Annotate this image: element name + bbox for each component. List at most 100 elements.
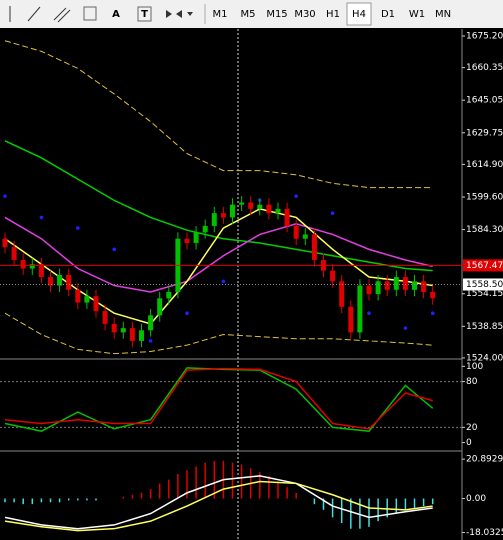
channel-tool[interactable] bbox=[53, 7, 71, 23]
candle-body bbox=[348, 306, 354, 333]
sar-dot bbox=[367, 311, 371, 316]
y-tick-label: 1524.00 bbox=[466, 353, 503, 363]
indicator-line bbox=[4, 475, 433, 530]
candle-body bbox=[275, 208, 281, 214]
candle-body bbox=[139, 330, 144, 341]
indicator-line bbox=[4, 367, 434, 432]
candle-body bbox=[230, 204, 235, 218]
sar-dot bbox=[112, 247, 116, 252]
candle-body bbox=[29, 264, 35, 269]
timeframe-button[interactable]: M30 bbox=[294, 9, 315, 20]
sar-dot bbox=[185, 311, 189, 316]
trendline-tool[interactable] bbox=[27, 6, 41, 22]
candle-body bbox=[366, 285, 372, 295]
sar-dot bbox=[221, 279, 226, 284]
candle-body bbox=[148, 315, 154, 331]
timeframe-button[interactable]: H4 bbox=[352, 9, 366, 20]
candle-body bbox=[11, 247, 17, 260]
candle-body bbox=[48, 277, 53, 286]
sar-dot bbox=[403, 326, 408, 330]
y-tick-label: 1554.15 bbox=[466, 289, 503, 299]
sar-dot bbox=[330, 211, 335, 215]
timeframe-button[interactable]: M15 bbox=[266, 9, 287, 20]
sar-dot bbox=[148, 339, 153, 343]
sar-dot bbox=[430, 311, 435, 316]
fibo-tool[interactable] bbox=[83, 6, 97, 21]
candle-body bbox=[93, 296, 99, 312]
timeframe-button[interactable]: M5 bbox=[241, 9, 256, 20]
timeframe-button[interactable]: H1 bbox=[326, 9, 340, 20]
chart-bg bbox=[0, 29, 503, 540]
candle-body bbox=[430, 291, 436, 299]
arrow-tool[interactable] bbox=[166, 10, 182, 18]
candle-body bbox=[384, 281, 390, 290]
timeframe-button[interactable]: D1 bbox=[381, 9, 395, 20]
y-tick-label: 1675.20 bbox=[466, 32, 503, 42]
timeframe-button[interactable]: MN bbox=[435, 9, 451, 20]
candle-body bbox=[375, 281, 381, 295]
y-tick-label: 0.00 bbox=[466, 494, 486, 504]
indicator-line bbox=[4, 140, 433, 272]
candle-body bbox=[421, 281, 427, 292]
sar-dot bbox=[3, 194, 7, 198]
candle-body bbox=[330, 270, 336, 282]
y-tick-label: 1660.35 bbox=[466, 63, 503, 73]
y-tick-label: -18.0325 bbox=[466, 528, 503, 538]
y-tick-label: 1629.75 bbox=[466, 128, 503, 138]
candle-body bbox=[102, 311, 108, 324]
candle-body bbox=[220, 213, 226, 218]
toolbar: A T M1 M5 M15 M30 H1 H4 D1 W1 MN bbox=[0, 0, 503, 28]
dropdown[interactable] bbox=[187, 12, 193, 16]
candle-body bbox=[266, 204, 272, 214]
indicator-line bbox=[4, 480, 433, 532]
candle-body bbox=[129, 328, 135, 341]
chart-area bbox=[0, 29, 503, 540]
candle-body bbox=[184, 238, 190, 243]
candle-body bbox=[57, 274, 63, 286]
candle-body bbox=[302, 234, 308, 239]
candle-body bbox=[339, 281, 345, 307]
indicator-line bbox=[4, 216, 433, 293]
y-tick-label: 1584.30 bbox=[466, 225, 503, 235]
candle-body bbox=[111, 323, 117, 333]
tool-label: A bbox=[112, 9, 120, 20]
current-price-label: 1558.50 bbox=[466, 280, 503, 290]
candle-body bbox=[293, 225, 299, 239]
candle-body bbox=[202, 225, 208, 233]
indicator-line bbox=[4, 367, 433, 430]
label-tool[interactable] bbox=[137, 6, 152, 22]
candle-body bbox=[412, 281, 417, 290]
tool-label: T bbox=[141, 9, 148, 20]
timeframe-button[interactable]: W1 bbox=[409, 9, 425, 20]
price-line-label-bg bbox=[463, 259, 503, 272]
sar-dot bbox=[76, 226, 80, 230]
candle-body bbox=[239, 202, 245, 205]
candle-body bbox=[38, 264, 44, 278]
price-line-label: 1567.47 bbox=[466, 261, 503, 271]
y-tick-label: 1614.90 bbox=[466, 160, 503, 170]
sar-dot bbox=[294, 194, 299, 198]
candle-body bbox=[157, 298, 163, 316]
candle-body bbox=[75, 289, 81, 303]
candle-body bbox=[402, 277, 408, 290]
indicator-line bbox=[4, 312, 433, 355]
y-tick-label: 100 bbox=[466, 362, 483, 372]
y-tick-label: 0 bbox=[466, 438, 472, 448]
y-tick-label: 1538.85 bbox=[466, 322, 503, 332]
sar-dot bbox=[39, 215, 44, 220]
indicator-line bbox=[4, 40, 433, 189]
candle-body bbox=[357, 285, 363, 333]
candle-body bbox=[66, 274, 72, 290]
y-tick-label: 1645.05 bbox=[466, 96, 503, 106]
candle-body bbox=[2, 238, 8, 248]
candle-body bbox=[393, 277, 399, 290]
candle-body bbox=[84, 296, 90, 303]
candle-body bbox=[257, 204, 263, 209]
y-tick-label: 1599.60 bbox=[466, 192, 503, 202]
y-tick-label: 20.8929 bbox=[466, 455, 503, 465]
candle-body bbox=[166, 291, 172, 299]
candle-body bbox=[120, 328, 126, 333]
timeframe-button[interactable]: M1 bbox=[213, 9, 228, 20]
